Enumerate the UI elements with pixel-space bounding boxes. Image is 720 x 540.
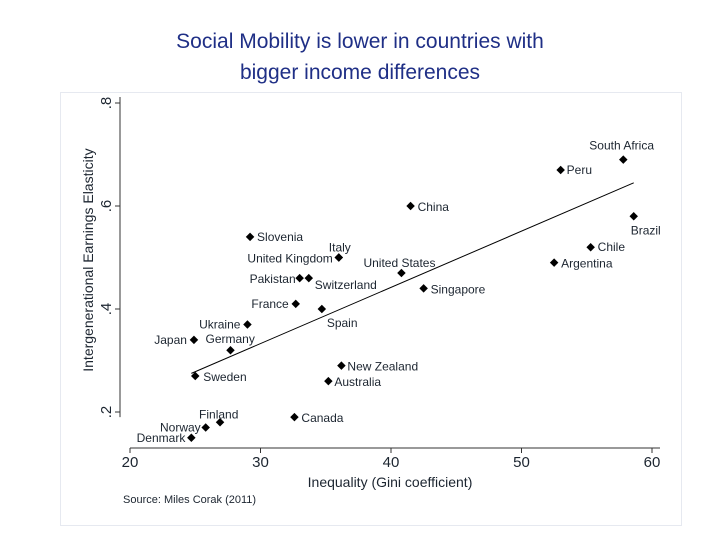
data-point-slovenia (245, 232, 255, 242)
chart-title-line-1: Social Mobility is lower in countries wi… (176, 30, 544, 53)
x-tick-label: 20 (122, 454, 139, 471)
x-tick-label: 60 (644, 454, 661, 471)
point-label-united-kingdom: United Kingdom (247, 252, 332, 266)
data-point-south-africa (619, 155, 628, 164)
data-point-china (406, 201, 415, 211)
data-point-denmark (187, 433, 196, 442)
data-point-sweden (191, 371, 200, 381)
data-point-japan (189, 335, 199, 345)
data-point-switzerland (304, 273, 314, 283)
data-point-brazil (629, 212, 638, 221)
data-point-united-states (397, 268, 406, 278)
data-point-new-zealand (337, 361, 346, 370)
y-tick-label: .2 (98, 406, 115, 419)
data-point-finland (215, 418, 225, 427)
data-point-argentina (549, 258, 559, 267)
point-label-finland: Finland (199, 407, 238, 421)
point-label-slovenia: Slovenia (257, 230, 303, 244)
point-label-japan: Japan (154, 333, 187, 347)
point-label-australia: Australia (334, 375, 381, 389)
chart-title: Social Mobility is lower in countries wi… (0, 26, 720, 88)
point-label-italy: Italy (329, 241, 351, 255)
point-label-switzerland: Switzerland (315, 278, 377, 292)
data-point-peru (556, 165, 565, 175)
source-note: Source: Miles Corak (2011) (123, 494, 257, 506)
data-point-norway (201, 423, 210, 432)
point-label-new-zealand: New Zealand (347, 360, 418, 374)
fit-line (191, 182, 634, 374)
y-axis-title: Intergenerational Earnings Elasticity (80, 148, 96, 371)
x-tick-label: 30 (252, 454, 269, 471)
chart-title-line-2: bigger income differences (239, 61, 481, 84)
chart-panel (60, 92, 682, 526)
point-label-united-states: United States (363, 256, 435, 270)
data-point-france (291, 299, 300, 309)
data-point-chile (586, 242, 595, 252)
x-tick-label: 40 (383, 454, 400, 471)
point-label-china: China (418, 200, 450, 214)
point-label-denmark: Denmark (137, 431, 187, 445)
data-point-ukraine (243, 320, 252, 329)
point-label-brazil: Brazil (631, 223, 661, 237)
point-label-france: France (251, 297, 289, 311)
point-label-spain: Spain (327, 316, 358, 330)
data-point-pakistan (295, 273, 304, 283)
y-tick-label: .4 (98, 303, 115, 316)
point-label-canada: Canada (301, 411, 343, 425)
point-label-pakistan: Pakistan (250, 272, 296, 286)
point-label-south-africa: South Africa (589, 139, 654, 153)
point-label-germany: Germany (205, 332, 254, 346)
point-label-singapore: Singapore (431, 282, 486, 296)
y-tick-label: .6 (98, 200, 115, 213)
data-point-canada (290, 412, 299, 422)
x-tick-label: 50 (513, 454, 530, 471)
point-label-sweden: Sweden (203, 370, 246, 384)
point-label-chile: Chile (598, 240, 626, 254)
point-label-peru: Peru (567, 163, 592, 177)
x-axis-title: Inequality (Gini coefficient) (308, 474, 473, 490)
point-label-argentina: Argentina (561, 257, 613, 271)
data-point-singapore (419, 284, 428, 293)
data-point-united-kingdom (334, 253, 344, 262)
data-point-germany (226, 345, 235, 355)
y-tick-label: .8 (98, 97, 115, 110)
point-label-norway: Norway (160, 420, 201, 434)
point-label-ukraine: Ukraine (199, 317, 241, 331)
data-point-australia (324, 376, 333, 386)
data-point-spain (317, 304, 327, 314)
